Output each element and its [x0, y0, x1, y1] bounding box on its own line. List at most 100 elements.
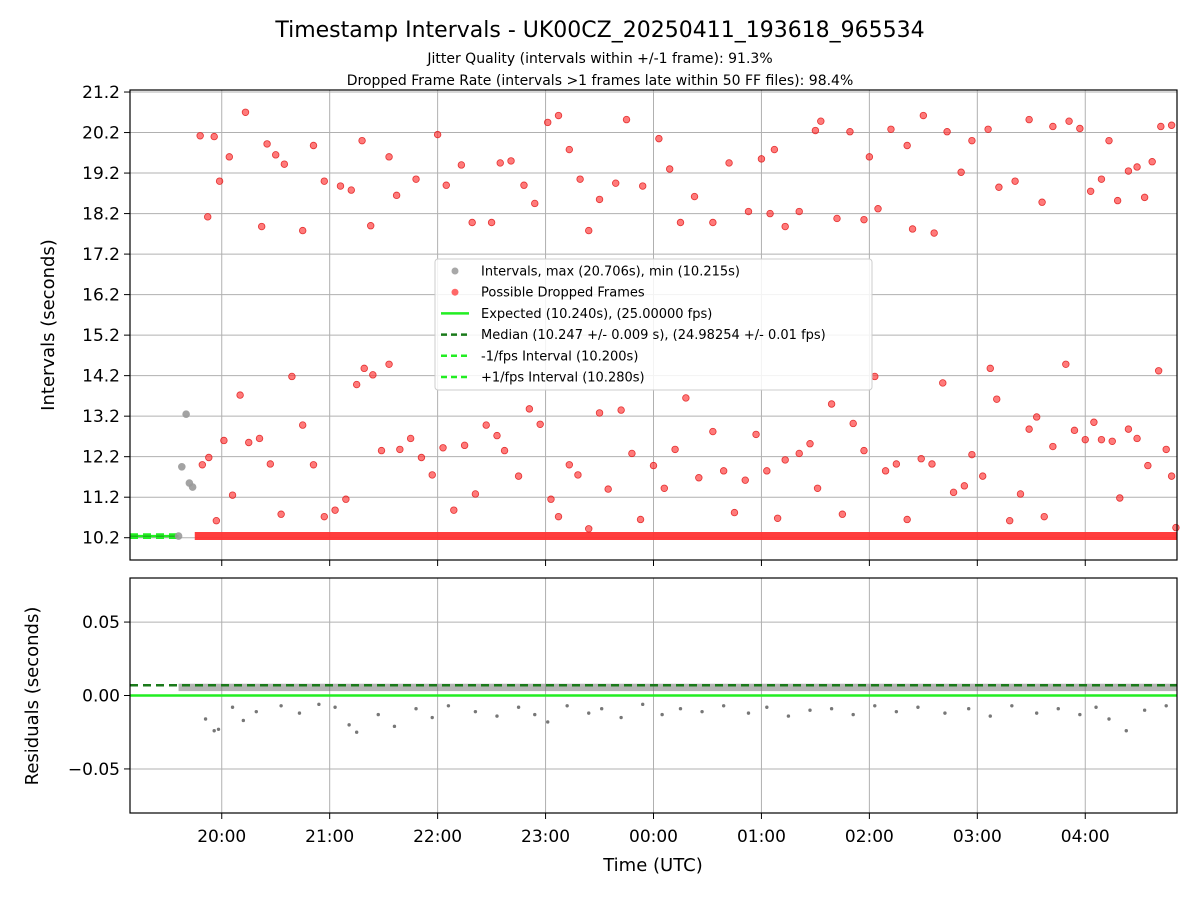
dropped-frame-point — [617, 406, 625, 414]
dropped-frame-point — [1040, 512, 1048, 521]
residuals-dense-band — [178, 683, 1178, 692]
dropped-frame-point — [1097, 175, 1106, 183]
dropped-frame-point — [377, 446, 386, 455]
dropped-frame-point — [272, 151, 280, 159]
residual-point — [533, 712, 537, 717]
dropped-frame-point — [943, 128, 951, 136]
dropped-frame-point — [347, 186, 355, 194]
dropped-frame-point — [280, 160, 289, 168]
dropped-frame-point — [757, 155, 766, 163]
dropped-frame-point — [1108, 437, 1116, 445]
intervals-y-tick-label: 11.2 — [82, 488, 120, 508]
residual-point — [473, 709, 478, 714]
intervals-y-tick-label: 15.2 — [82, 326, 120, 346]
dropped-frame-point — [730, 508, 739, 517]
dropped-frame-point — [725, 159, 733, 167]
residuals-plot-frame — [129, 577, 1178, 814]
residual-point — [721, 704, 726, 708]
residual-point — [354, 730, 359, 734]
dropped-frame-point — [1025, 425, 1033, 433]
dropped-frame-point — [690, 192, 699, 201]
residuals-plot: 0.05 0.00 −0.05 20:00 21:00 22:00 23:00 00:00 0… — [22, 577, 1178, 876]
dropped-frame-point — [525, 405, 534, 413]
dropped-frame-point — [396, 445, 404, 454]
dropped-frame-point — [1090, 418, 1098, 426]
dropped-frame-point — [1076, 124, 1084, 133]
residual-point — [660, 712, 664, 717]
dropped-frame-point — [995, 183, 1003, 191]
dropped-frame-point — [514, 472, 523, 480]
dropped-frame-point — [257, 222, 266, 231]
dropped-frame-point — [795, 449, 803, 458]
residual-point — [829, 707, 834, 711]
dropped-frame-point — [860, 215, 868, 224]
intervals-y-tick-label: 12.2 — [82, 448, 120, 468]
dropped-frame-point — [595, 409, 604, 417]
dropped-frame-point — [204, 213, 212, 221]
dropped-frame-point — [881, 467, 890, 475]
dropped-frame-point — [288, 372, 296, 381]
dropped-frame-point — [487, 218, 496, 227]
residuals-y-tick-label: 0.00 — [82, 687, 120, 707]
residual-point — [212, 729, 216, 733]
residual-point — [894, 709, 899, 714]
dropped-frame-point — [676, 218, 685, 227]
dropped-frame-point — [781, 222, 789, 231]
intervals-y-tick-label: 13.2 — [82, 407, 120, 427]
residual-point — [392, 724, 397, 729]
interval-point — [182, 410, 190, 418]
dropped-frame-point — [892, 460, 901, 468]
dropped-frame-point — [493, 431, 501, 440]
dropped-frame-point — [360, 364, 368, 373]
chart-title: Timestamp Intervals - UK00CZ_20250411_19… — [274, 18, 924, 43]
dropped-frame-point — [622, 115, 631, 124]
dropped-frame-point — [993, 395, 1001, 403]
residual-point — [641, 702, 645, 707]
residual-point — [765, 705, 769, 709]
dropped-frame-point — [1011, 177, 1019, 185]
dropped-frame-point — [1097, 435, 1106, 444]
dropped-frame-point — [392, 191, 401, 200]
intervals-plot: 10.2 11.2 12.2 13.2 14.2 15.2 16.2 17.2 18.2 19.2… — [38, 83, 1180, 566]
dropped-frame-point — [979, 472, 987, 480]
residual-point — [916, 705, 920, 709]
dropped-frame-point — [949, 488, 958, 497]
dropped-frame-point — [903, 141, 911, 150]
dropped-frame-point — [984, 125, 992, 134]
dropped-frame-point — [1148, 158, 1156, 166]
dropped-frame-point — [585, 525, 593, 533]
dropped-frame-point — [639, 182, 647, 190]
dropped-frame-point — [309, 461, 318, 469]
dropped-frame-point — [887, 125, 895, 134]
dropped-frame-point — [544, 118, 552, 127]
dropped-frame-point — [817, 117, 825, 125]
dropped-frame-point — [331, 506, 339, 514]
dropped-frame-point — [1081, 435, 1089, 444]
dropped-frame-point — [299, 226, 307, 235]
dropped-frame-point — [215, 177, 224, 185]
residual-point — [700, 709, 704, 714]
dropped-frame-point — [457, 161, 466, 169]
legend-label: Expected (10.240s), (25.00000 fps) — [481, 307, 712, 322]
residual-point — [678, 707, 683, 711]
dropped-frame-point — [1140, 193, 1149, 202]
intervals-y-tick-label: 20.2 — [82, 124, 120, 144]
dropped-frame-point — [536, 420, 544, 428]
dropped-frame-point — [612, 179, 620, 187]
dropped-frame-point — [604, 485, 612, 493]
dropped-frame-point — [220, 436, 228, 445]
dropped-frame-point — [1065, 117, 1073, 125]
dropped-frame-point — [1025, 115, 1033, 124]
residual-point — [619, 715, 623, 720]
dropped-frame-point — [1049, 122, 1057, 131]
dropped-frame-point — [576, 175, 584, 183]
dropped-frame-point — [741, 476, 749, 484]
dropped-frame-point — [196, 132, 204, 140]
dropped-frame-point — [1113, 196, 1122, 205]
residual-point — [1124, 729, 1128, 733]
dropped-frame-point — [554, 111, 563, 120]
dropped-frame-point — [482, 421, 490, 429]
residual-point — [430, 715, 434, 720]
dropped-frame-point — [500, 446, 509, 455]
